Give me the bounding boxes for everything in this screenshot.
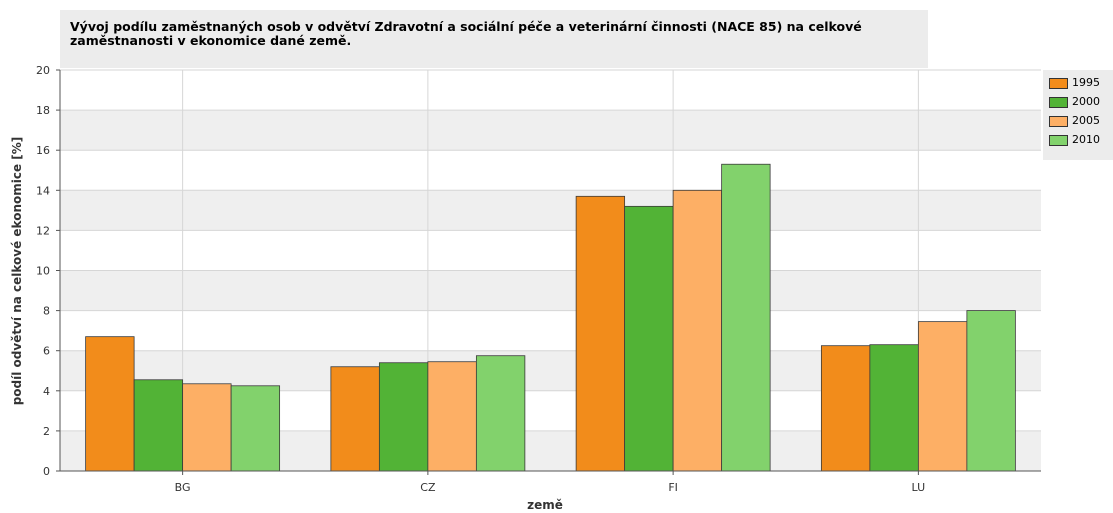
legend-item-2000: 2000 xyxy=(1049,95,1113,109)
bar-bg-1995 xyxy=(85,336,135,472)
y-tick-label-0: 0 xyxy=(43,465,50,478)
x-tick-label-cz: CZ xyxy=(420,481,436,494)
y-tick-label-6: 6 xyxy=(43,345,50,358)
y-tick-label-14: 14 xyxy=(36,184,50,197)
x-tick-labels: BG CZ FI LU xyxy=(175,481,926,494)
legend-label-2000: 2000 xyxy=(1072,95,1100,108)
legend-label-2005: 2005 xyxy=(1072,114,1100,127)
y-tick-label-8: 8 xyxy=(43,305,50,318)
bar-cz-2000 xyxy=(378,362,429,472)
axes xyxy=(56,69,1041,475)
bar-lu-2010 xyxy=(966,310,1016,472)
legend-swatch-2000 xyxy=(1049,97,1068,108)
legend-swatch-1995 xyxy=(1049,78,1068,89)
grid-band xyxy=(60,190,1041,231)
x-tick-label-fi: FI xyxy=(668,481,678,494)
y-tick-labels: 0 2 4 6 8 10 12 14 16 18 20 xyxy=(36,64,50,478)
bar-fi-2005 xyxy=(672,189,723,472)
legend-item-1995: 1995 xyxy=(1049,76,1113,90)
bar-cz-1995 xyxy=(330,366,380,472)
y-tick-label-4: 4 xyxy=(43,385,50,398)
legend-item-2005: 2005 xyxy=(1049,114,1113,128)
x-tick-label-bg: BG xyxy=(175,481,191,494)
chart-title-line-1: Vývoj podílu zaměstnaných osob v odvětví… xyxy=(70,19,862,34)
grid-band xyxy=(60,270,1041,311)
bar-lu-1995 xyxy=(820,345,871,472)
x-axis-label: země xyxy=(527,498,563,512)
bar-fi-2010 xyxy=(721,163,771,472)
y-tick-label-18: 18 xyxy=(36,104,50,117)
y-tick-label-2: 2 xyxy=(43,425,50,438)
y-tick-label-20: 20 xyxy=(36,64,50,77)
bar-cz-2005 xyxy=(427,361,477,472)
bar-lu-2005 xyxy=(917,321,968,472)
bar-bg-2005 xyxy=(182,383,232,472)
bar-bg-2000 xyxy=(133,379,184,472)
bar-lu-2000 xyxy=(869,344,919,472)
x-tick-label-lu: LU xyxy=(912,481,926,494)
y-tick-label-16: 16 xyxy=(36,144,50,157)
bar-bg-2010 xyxy=(230,385,281,472)
legend-swatch-2005 xyxy=(1049,116,1068,127)
y-axis-label: podíl odvětví na celkové ekonomice [%] xyxy=(10,137,24,406)
chart-title: Vývoj podílu zaměstnaných osob v odvětví… xyxy=(70,20,920,48)
legend-swatch-2010 xyxy=(1049,135,1068,146)
legend-label-1995: 1995 xyxy=(1072,76,1100,89)
legend-item-2010: 2010 xyxy=(1049,133,1113,147)
y-tick-label-12: 12 xyxy=(36,224,50,237)
grid-band xyxy=(60,110,1041,151)
bars xyxy=(85,163,1016,472)
bar-fi-1995 xyxy=(575,195,626,472)
y-tick-label-10: 10 xyxy=(36,265,50,278)
legend-label-2010: 2010 xyxy=(1072,133,1100,146)
chart-title-line-2: zaměstnanosti v ekonomice dané země. xyxy=(70,33,352,48)
bar-cz-2010 xyxy=(475,355,526,472)
bar-fi-2000 xyxy=(624,205,674,472)
title-box xyxy=(60,10,928,68)
legend: 1995 2000 2005 2010 xyxy=(1043,70,1113,160)
